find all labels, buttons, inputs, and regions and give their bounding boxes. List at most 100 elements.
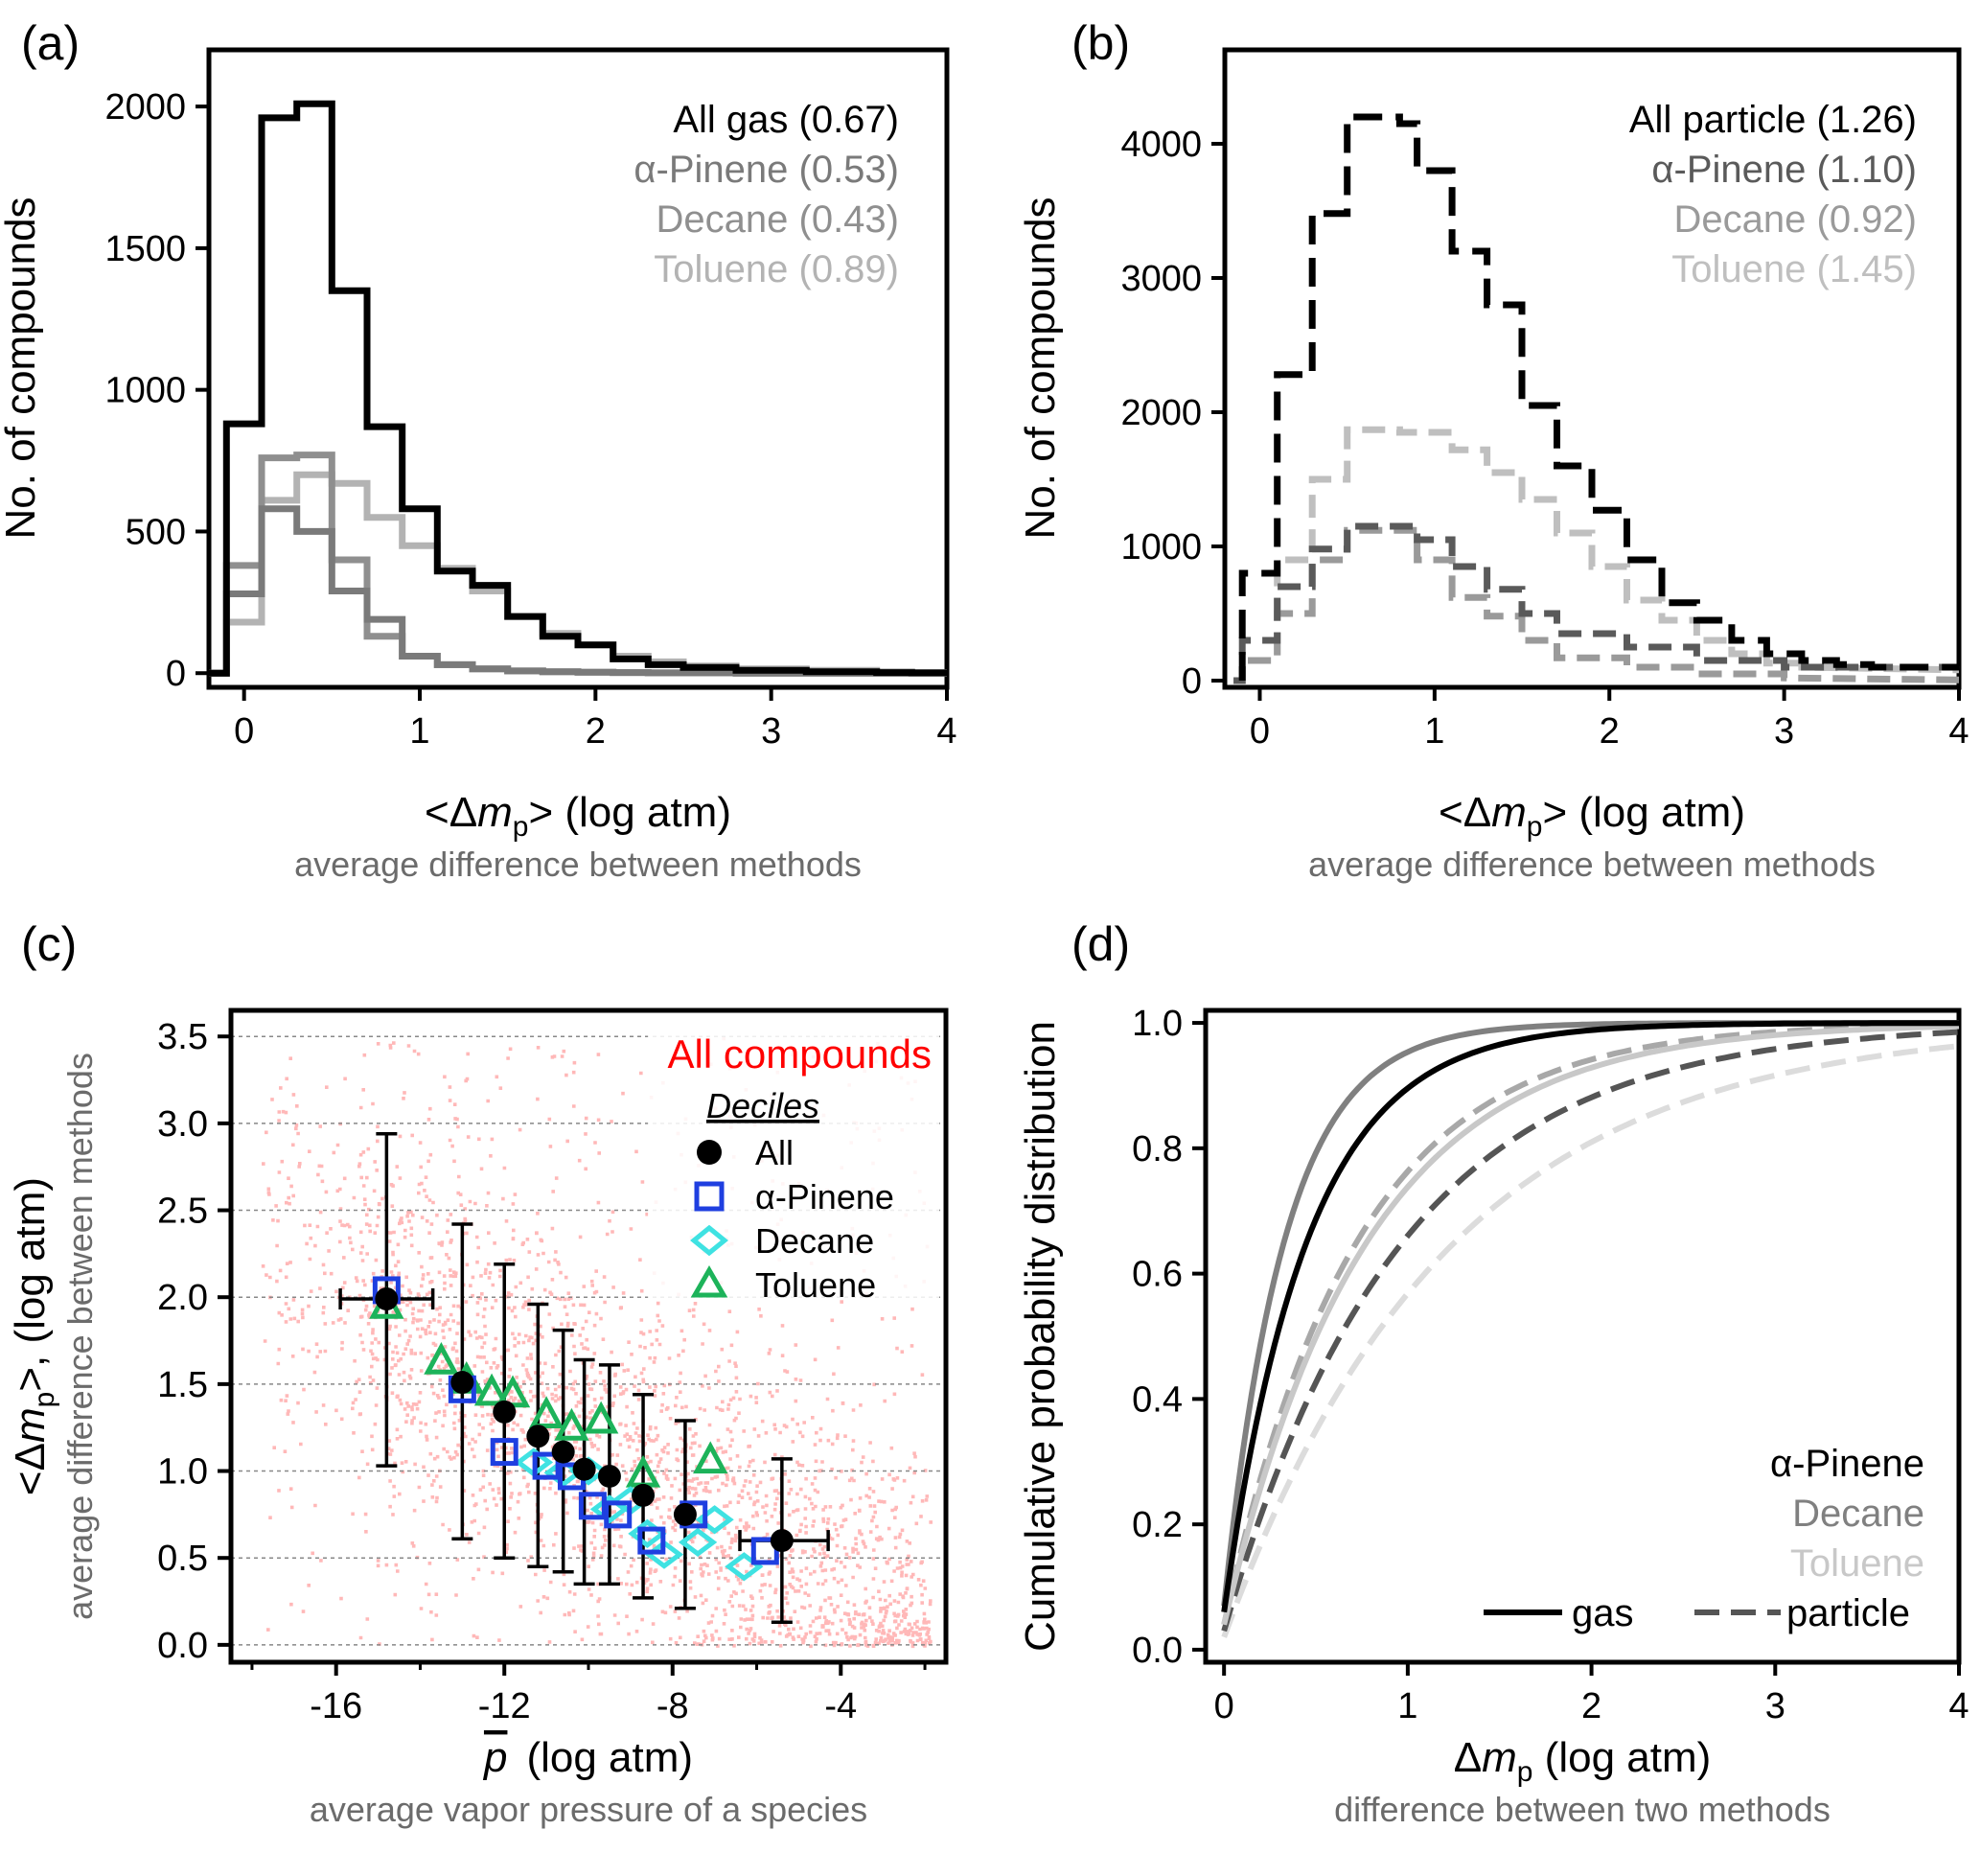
legend-d-particle-label: particle [1786, 1592, 1910, 1634]
ytick-label-3.0: 3.0 [157, 1104, 208, 1145]
xtick-label-3: 3 [1774, 711, 1794, 752]
panel-c-background-points [261, 1036, 933, 1649]
panel-b-series [1233, 113, 1960, 684]
legend-c-toluene-label: Toluene [755, 1265, 876, 1305]
panel-b-frame [1222, 47, 1962, 690]
marker-toluene [693, 1441, 728, 1474]
marker-toluene [528, 1396, 564, 1429]
ytick-label-0.4: 0.4 [1132, 1379, 1183, 1420]
ytick-label-1.0: 1.0 [157, 1452, 208, 1493]
panel-a-legend: All gas (0.67) α-Pinene (0.53) Decane (0… [633, 99, 899, 290]
xtick-label-2: 2 [1600, 711, 1620, 752]
legend-c-all-marker [697, 1140, 722, 1165]
xtick-label-4: 4 [1948, 711, 1969, 752]
marker-all [551, 1440, 575, 1464]
cdf-line--pinene-particle [1221, 1029, 1960, 1633]
xtick-label-1: 1 [1424, 711, 1444, 752]
panel-c-markers [369, 1276, 794, 1582]
marker-toluene [583, 1401, 619, 1434]
legend-b-all-particle: All particle (1.26) [1629, 99, 1917, 141]
marker-toluene [473, 1373, 510, 1406]
legend-a-all-gas: All gas (0.67) [673, 99, 899, 141]
panel-c-ylabel-sub: average difference between methods [60, 1053, 100, 1620]
legend-c-pinene-label: α-Pinene [755, 1177, 894, 1216]
ytick-label-0.5: 0.5 [157, 1539, 208, 1579]
panel-d-xlabel: Δmp (log atm) [1454, 1734, 1712, 1788]
legend-a-toluene: Toluene (0.89) [654, 248, 899, 290]
xtick-label--12: -12 [478, 1686, 531, 1726]
legend-b-toluene: Toluene (1.45) [1671, 248, 1917, 290]
panel-c-xlabel-sub: average vapor pressure of a species [310, 1790, 867, 1829]
ytick-label-2.0: 2.0 [157, 1278, 208, 1318]
legend-d-decane: Decane [1792, 1493, 1924, 1535]
hist-b-2 [1233, 526, 1960, 684]
xtick-label-0: 0 [1214, 1686, 1234, 1726]
xtick-label-3: 3 [761, 711, 781, 752]
marker-all [572, 1457, 596, 1481]
panel-a-xlabel: <Δmp> (log atm) [425, 789, 731, 843]
panel-a-tag: (a) [21, 16, 80, 70]
legend-d-toluene: Toluene [1790, 1542, 1924, 1585]
marker-pinene [490, 1438, 518, 1467]
ytick-label-3.5: 3.5 [157, 1017, 208, 1057]
panel-b: (b) 0 1 2 3 4 0 1000 2000 3000 4000 No. of compou… [1017, 16, 1969, 884]
ytick-label-0: 0 [166, 654, 186, 694]
panel-b-xlabel-sub: average difference between methods [1308, 845, 1876, 884]
hist-b-0 [1238, 113, 1959, 681]
marker-pinene [637, 1526, 666, 1555]
cdf-line--pinene-gas [1221, 1020, 1959, 1613]
panel-d-tag: (d) [1071, 917, 1130, 971]
panel-b-xlabel: <Δmp> (log atm) [1439, 789, 1745, 843]
marker-toluene [554, 1407, 589, 1441]
marker-all [673, 1502, 697, 1526]
ytick-label-0.0: 0.0 [157, 1626, 208, 1666]
xtick-label-2: 2 [1581, 1686, 1601, 1726]
legend-b-decane: Decane (0.92) [1674, 198, 1917, 241]
marker-all [597, 1464, 621, 1488]
ytick-label-0: 0 [1182, 661, 1202, 702]
hist-a-1 [209, 505, 947, 677]
panel-c-ylabel: <Δmp>, (log atm) [7, 1177, 60, 1495]
xtick-label-4: 4 [1948, 1686, 1969, 1726]
legend-c-decane-marker [690, 1224, 728, 1257]
marker-pinene [750, 1537, 779, 1565]
ytick-label-1500: 1500 [104, 229, 186, 269]
panel-d-legend: α-Pinene Decane Toluene gas particle [1484, 1443, 1924, 1634]
panel-c-tag: (c) [21, 917, 77, 971]
panel-c-xlabel: p (log atm) [482, 1734, 693, 1781]
marker-pinene [604, 1500, 633, 1529]
marker-all [632, 1483, 656, 1507]
xtick-label-0: 0 [234, 711, 254, 752]
panel-a-xlabel-sub: average difference between methods [294, 845, 862, 884]
ytick-label-2000: 2000 [104, 87, 186, 127]
legend-a-pinene: α-Pinene (0.53) [633, 149, 899, 191]
legend-c-all-label: All [755, 1133, 794, 1172]
legend-b-pinene: α-Pinene (1.10) [1651, 149, 1917, 191]
panel-a-ylabel: No. of compounds [0, 197, 44, 539]
panel-c-legend-box [648, 1033, 939, 1300]
xtick-label-0: 0 [1250, 711, 1270, 752]
legend-a-decane: Decane (0.43) [656, 198, 899, 241]
ytick-label-0.2: 0.2 [1132, 1505, 1183, 1545]
marker-all [493, 1400, 517, 1424]
panel-d-xlabel-sub: difference between two methods [1334, 1790, 1831, 1829]
panel-a-series [209, 100, 947, 677]
panel-c-legend: All compounds Deciles All α-Pinene Decan… [648, 1031, 939, 1305]
panel-d-frame [1203, 1007, 1962, 1665]
panel-b-ticks: 0 1 2 3 4 0 1000 2000 3000 4000 [1120, 125, 1969, 752]
ytick-label-2000: 2000 [1120, 393, 1202, 433]
panel-a: (a) 0 1 2 3 4 0 500 1000 1500 2000 No. of compoun… [0, 16, 957, 884]
ytick-label-0.8: 0.8 [1132, 1129, 1183, 1170]
legend-c-decane-label: Decane [755, 1221, 874, 1261]
marker-all [450, 1371, 474, 1395]
xtick-label-1: 1 [409, 711, 429, 752]
legend-d-gas-label: gas [1572, 1592, 1634, 1634]
panel-d: (d) 0 1 2 3 4 0.0 0.2 0.4 0.6 0.8 1.0 α-Pinene Dec… [1017, 917, 1969, 1829]
ytick-label-1.5: 1.5 [157, 1365, 208, 1405]
panel-d-ylabel: Cumulative probability distribution [1017, 1021, 1064, 1652]
legend-c-pinene-marker [694, 1181, 725, 1212]
legend-c-all-compounds: All compounds [668, 1031, 932, 1077]
cdf-line-toluene-gas [1221, 1023, 1960, 1626]
xtick-label--4: -4 [824, 1686, 857, 1726]
